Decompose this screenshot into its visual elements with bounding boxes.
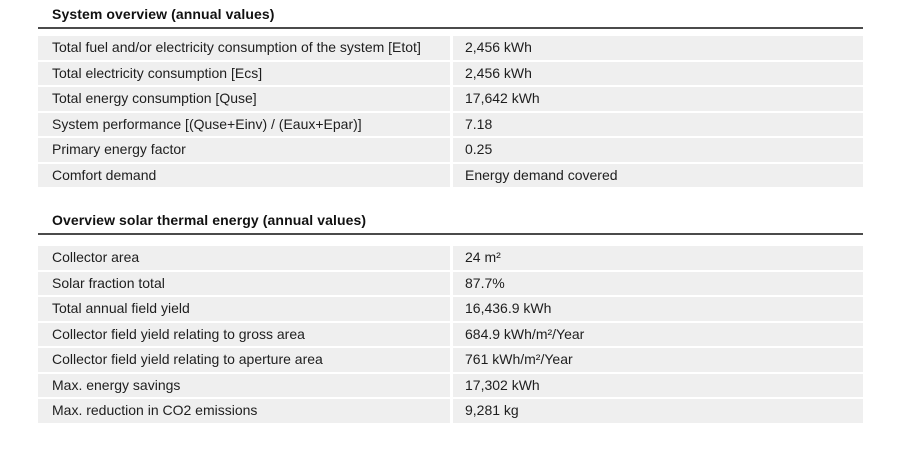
row-label: Collector area [38,246,450,270]
row-label: Collector field yield relating to apertu… [38,348,450,372]
row-value: 684.9 kWh/m²/Year [453,322,863,346]
row-label: Solar fraction total [38,271,450,295]
row-value: 9,281 kg [453,399,863,423]
row-label: Collector field yield relating to gross … [38,322,450,346]
section-system-overview: System overview (annual values) Total fu… [38,0,863,187]
row-value: 87.7% [453,271,863,295]
row-value: 2,456 kWh [453,36,863,60]
section-title: System overview (annual values) [38,7,863,29]
table-row: Total energy consumption [Quse] 17,642 k… [38,87,863,111]
row-value: 0.25 [453,138,863,162]
section-title: Overview solar thermal energy (annual va… [38,213,863,235]
table-row: Total electricity consumption [Ecs] 2,45… [38,61,863,85]
row-label: Total annual field yield [38,297,450,321]
table-row: Solar fraction total 87.7% [38,271,863,295]
row-value: 16,436.9 kWh [453,297,863,321]
table-row: Collector area 24 m² [38,246,863,270]
table-row: Total fuel and/or electricity consumptio… [38,36,863,60]
report-tables: System overview (annual values) Total fu… [38,0,863,425]
row-label: System performance [(Quse+Einv) / (Eaux+… [38,112,450,136]
row-label: Total energy consumption [Quse] [38,87,450,111]
table-row: Collector field yield relating to apertu… [38,348,863,372]
row-value: 17,302 kWh [453,373,863,397]
row-label: Total electricity consumption [Ecs] [38,61,450,85]
row-label: Total fuel and/or electricity consumptio… [38,36,450,60]
section-solar-thermal-overview: Overview solar thermal energy (annual va… [38,213,863,423]
table-row: Max. energy savings 17,302 kWh [38,373,863,397]
table-row: System performance [(Quse+Einv) / (Eaux+… [38,112,863,136]
table-row: Comfort demand Energy demand covered [38,163,863,187]
table-row: Total annual field yield 16,436.9 kWh [38,297,863,321]
row-label: Comfort demand [38,163,450,187]
row-value: 2,456 kWh [453,61,863,85]
row-value: 17,642 kWh [453,87,863,111]
row-label: Max. reduction in CO2 emissions [38,399,450,423]
section-rows: Total fuel and/or electricity consumptio… [38,36,863,187]
row-value: 761 kWh/m²/Year [453,348,863,372]
row-value: Energy demand covered [453,163,863,187]
row-label: Max. energy savings [38,373,450,397]
row-label: Primary energy factor [38,138,450,162]
table-row: Collector field yield relating to gross … [38,322,863,346]
row-value: 24 m² [453,246,863,270]
table-row: Max. reduction in CO2 emissions 9,281 kg [38,399,863,423]
section-rows: Collector area 24 m² Solar fraction tota… [38,246,863,423]
table-row: Primary energy factor 0.25 [38,138,863,162]
row-value: 7.18 [453,112,863,136]
